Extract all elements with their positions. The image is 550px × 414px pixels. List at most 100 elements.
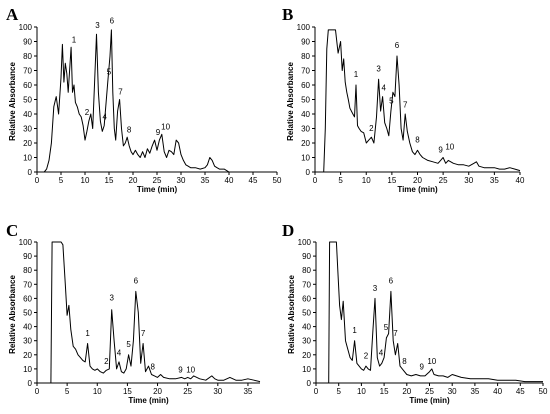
y-tick-label: 80 [302, 266, 311, 275]
peak-label: 8 [150, 363, 155, 372]
y-tick-label: 100 [19, 238, 33, 247]
y-tick-label: 50 [23, 309, 32, 318]
y-tick-label: 100 [297, 23, 311, 32]
y-tick-label: 50 [23, 96, 32, 105]
x-tick-label: 40 [516, 176, 525, 185]
peak-label: 7 [141, 329, 146, 338]
y-tick-label: 30 [23, 337, 32, 346]
panel-letter: D [282, 221, 294, 240]
peak-label: 1 [354, 70, 359, 79]
y-tick-label: 10 [302, 365, 311, 374]
x-axis-title: Time (min) [397, 185, 438, 194]
x-tick-label: 15 [123, 387, 132, 396]
x-tick-label: 15 [105, 176, 114, 185]
x-tick-label: 10 [81, 176, 90, 185]
peak-label: 2 [85, 108, 90, 117]
chromatogram-trace [37, 241, 261, 384]
peak-label: 9 [420, 363, 425, 372]
x-tick-label: 15 [380, 387, 389, 396]
chromatogram-trace [316, 241, 543, 384]
y-tick-label: 80 [23, 52, 32, 61]
peak-label: 8 [127, 125, 132, 134]
peak-label: 2 [364, 351, 369, 360]
peak-label: 4 [102, 112, 107, 121]
y-tick-label: 40 [23, 323, 32, 332]
peak-label: 1 [85, 329, 90, 338]
x-tick-label: 30 [213, 387, 222, 396]
y-tick-label: 20 [23, 351, 32, 360]
peak-label: 10 [186, 366, 195, 375]
peak-label: 3 [373, 284, 378, 293]
y-tick-label: 70 [301, 67, 310, 76]
x-tick-label: 40 [225, 176, 234, 185]
y-tick-label: 60 [23, 294, 32, 303]
peak-label: 2 [369, 124, 374, 133]
peak-label: 6 [389, 277, 394, 286]
y-tick-label: 40 [301, 110, 310, 119]
x-tick-label: 30 [448, 387, 457, 396]
peak-label: 10 [161, 122, 170, 131]
peak-label: 7 [393, 329, 398, 338]
x-tick-label: 20 [153, 387, 162, 396]
y-tick-label: 30 [302, 337, 311, 346]
x-tick-label: 20 [413, 176, 422, 185]
x-tick-label: 25 [183, 387, 192, 396]
y-tick-label: 80 [23, 266, 32, 275]
x-tick-label: 45 [249, 176, 258, 185]
x-tick-label: 10 [362, 176, 371, 185]
x-tick-label: 45 [516, 387, 525, 396]
y-axis-title: Relative Absorbance [8, 62, 17, 141]
peak-label: 3 [95, 21, 100, 30]
y-tick-label: 10 [23, 365, 32, 374]
y-tick-label: 90 [23, 38, 32, 47]
panel-letter: C [6, 221, 18, 240]
y-tick-label: 100 [298, 238, 312, 247]
x-tick-label: 0 [35, 387, 40, 396]
x-tick-label: 30 [464, 176, 473, 185]
x-tick-label: 5 [59, 176, 64, 185]
y-tick-label: 40 [302, 323, 311, 332]
x-tick-label: 5 [65, 387, 70, 396]
x-axis-title: Time (min) [409, 396, 450, 405]
peak-label: 7 [118, 88, 123, 97]
panel-letter: A [6, 5, 19, 24]
y-tick-label: 0 [307, 379, 312, 388]
y-tick-label: 90 [301, 38, 310, 47]
y-tick-label: 60 [301, 81, 310, 90]
x-tick-label: 35 [470, 387, 479, 396]
x-tick-label: 35 [201, 176, 210, 185]
peak-label: 5 [107, 67, 112, 76]
x-tick-label: 50 [539, 387, 548, 396]
x-tick-label: 10 [357, 387, 366, 396]
peak-label: 4 [381, 83, 386, 92]
x-tick-label: 10 [93, 387, 102, 396]
peak-label: 9 [178, 366, 183, 375]
x-tick-label: 25 [153, 176, 162, 185]
peak-label: 5 [126, 340, 131, 349]
y-tick-label: 30 [23, 125, 32, 134]
peak-label: 3 [376, 64, 381, 73]
peak-label: 5 [384, 323, 389, 332]
x-tick-label: 5 [338, 176, 343, 185]
x-tick-label: 25 [439, 176, 448, 185]
y-tick-label: 90 [302, 252, 311, 261]
y-tick-label: 60 [302, 294, 311, 303]
chromatogram-trace [315, 29, 521, 173]
peak-label: 10 [427, 357, 436, 366]
x-tick-label: 40 [493, 387, 502, 396]
y-axis-title: Relative Absorbance [286, 62, 295, 141]
x-tick-label: 5 [336, 387, 341, 396]
peak-label: 4 [379, 349, 384, 358]
y-tick-label: 10 [23, 154, 32, 163]
y-axis-title: Relative Absorbance [8, 275, 17, 354]
y-tick-label: 50 [301, 96, 310, 105]
peak-label: 1 [72, 35, 77, 44]
x-tick-label: 15 [387, 176, 396, 185]
y-tick-label: 80 [301, 52, 310, 61]
y-tick-label: 20 [302, 351, 311, 360]
x-tick-label: 20 [402, 387, 411, 396]
x-tick-label: 30 [177, 176, 186, 185]
